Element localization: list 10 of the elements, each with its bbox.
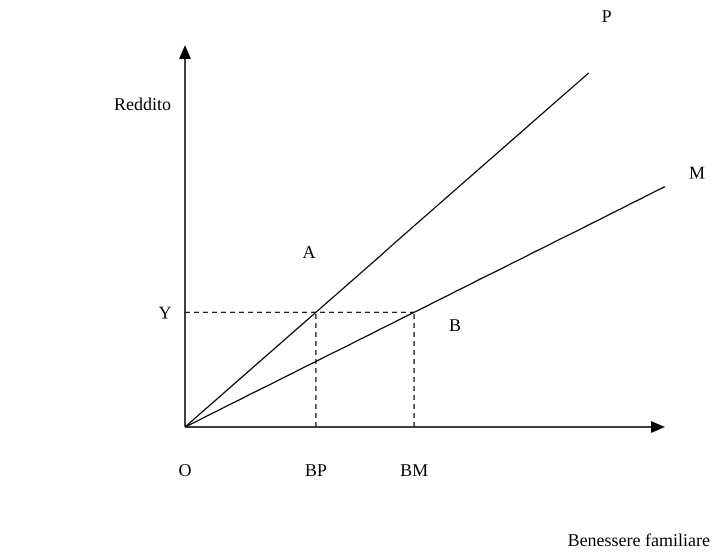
y-axis-title: Reddito [114, 94, 171, 114]
x-tick-label: O [178, 460, 192, 480]
annotation: B [448, 315, 462, 335]
ref-line-label: Y [158, 302, 172, 322]
x-tick-label: BP [304, 460, 327, 480]
series-label: M [688, 162, 706, 183]
annotation: A [302, 242, 316, 262]
x-tick-label: BM [400, 460, 428, 480]
x-axis-title: Benessere familiare [568, 530, 710, 550]
text: P [602, 6, 612, 26]
